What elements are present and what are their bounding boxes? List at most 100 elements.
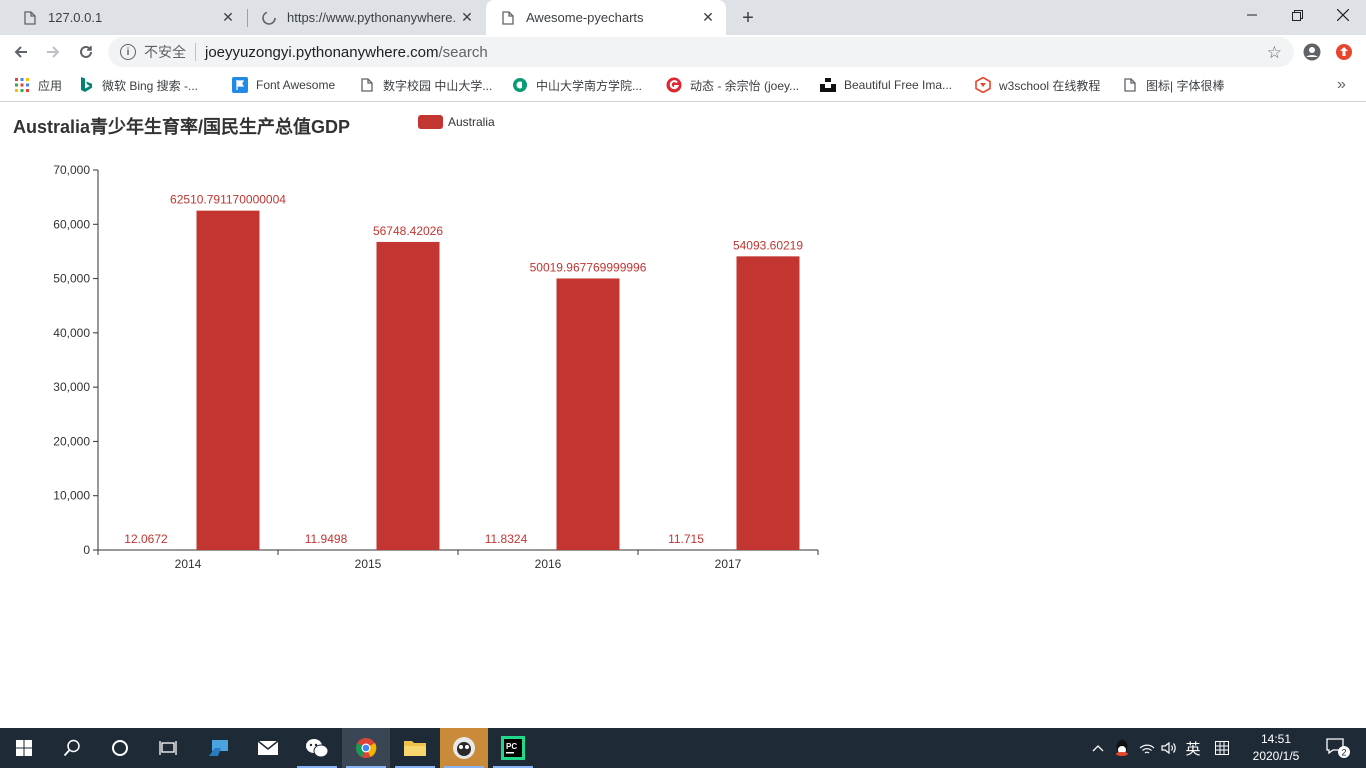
bar-value-label: 56748.42026 xyxy=(373,224,443,238)
chevron-right-icon[interactable]: » xyxy=(1337,76,1346,93)
bar-value-label: 11.8324 xyxy=(485,532,528,546)
reload-button[interactable] xyxy=(73,39,99,65)
address-bar[interactable]: i 不安全 joeyyuzongyi.pythonanywhere.com/se… xyxy=(108,37,1294,67)
bar-chart: 0 10,000 20,000 30,000 40,000 50,000 60,000 70,… xyxy=(53,163,819,571)
app-avatar-icon xyxy=(453,737,475,759)
tab-strip: 127.0.0.1 ✕ https://www.pythonanywhere. … xyxy=(0,0,1366,35)
chart-legend[interactable]: Australia xyxy=(418,115,495,129)
close-icon[interactable]: ✕ xyxy=(461,9,473,25)
chevron-up-icon[interactable] xyxy=(1088,728,1108,768)
taskbar-app-remote[interactable] xyxy=(195,728,243,768)
bar xyxy=(196,210,260,550)
start-button[interactable] xyxy=(0,728,48,768)
chart-title: Australia青少年生育率/国民生产总值GDP xyxy=(13,117,351,137)
system-clock[interactable]: 14:51 2020/1/5 xyxy=(1246,731,1306,765)
url-host: joeyyuzongyi.pythonanywhere.com xyxy=(205,43,439,61)
bookmark-label: w3school 在线教程 xyxy=(999,78,1101,93)
task-view-button[interactable] xyxy=(144,728,192,768)
taskbar-app-pycharm[interactable]: PC xyxy=(489,728,537,768)
page-icon xyxy=(359,77,375,93)
pycharm-icon: PC xyxy=(501,736,525,760)
bookmark-apps[interactable]: 应用 xyxy=(14,76,62,94)
mail-icon xyxy=(257,740,279,755)
unsplash-icon xyxy=(820,77,836,93)
browser-toolbar: i 不安全 joeyyuzongyi.pythonanywhere.com/se… xyxy=(0,35,1366,69)
cortana-button[interactable] xyxy=(96,728,144,768)
forward-button[interactable] xyxy=(40,39,66,65)
account-icon xyxy=(1303,43,1321,61)
taskbar-app-avatar[interactable] xyxy=(440,728,488,768)
taskbar-app-mail[interactable] xyxy=(244,728,292,768)
svg-text:PC: PC xyxy=(506,742,517,751)
notification-center-button[interactable]: 2 xyxy=(1318,728,1358,768)
back-button[interactable] xyxy=(8,39,34,65)
bookmark-label: Font Awesome xyxy=(256,78,336,92)
bookmark-bing[interactable]: 微软 Bing 搜索 -... xyxy=(78,76,198,94)
task-view-icon xyxy=(159,741,177,755)
windows-taskbar: PC 英 14:51 2020/1/5 2 xyxy=(0,728,1366,768)
bar-value-label: 12.0672 xyxy=(124,532,168,546)
qq-tray-icon[interactable] xyxy=(1111,728,1133,768)
bookmark-unsplash[interactable]: Beautiful Free Ima... xyxy=(820,76,952,94)
ime-indicator[interactable]: 英 xyxy=(1185,740,1201,758)
bookmark-dynamic[interactable]: 动态 - 余宗怡 (joey... xyxy=(666,76,799,94)
bookmark-label: 动态 - 余宗怡 (joey... xyxy=(690,78,800,93)
bookmark-sysu-campus[interactable]: 数字校园 中山大学... xyxy=(359,76,492,94)
page-icon xyxy=(22,10,38,26)
clock-date: 2020/1/5 xyxy=(1252,749,1300,763)
cortana-icon xyxy=(112,740,128,756)
url-path: /search xyxy=(438,43,488,61)
clock-time: 14:51 xyxy=(1260,732,1292,746)
legend-label: Australia xyxy=(448,115,495,129)
tab-title: 127.0.0.1 xyxy=(48,10,103,25)
bing-icon xyxy=(78,77,94,93)
tab-localhost[interactable]: 127.0.0.1 ✕ xyxy=(8,0,246,35)
tab-divider xyxy=(247,9,248,27)
close-icon[interactable]: ✕ xyxy=(222,9,234,25)
tab-pythonanywhere[interactable]: https://www.pythonanywhere. ✕ xyxy=(247,0,485,35)
bookmark-star-icon[interactable]: ☆ xyxy=(1266,43,1282,62)
tab-awesome-pyecharts[interactable]: Awesome-pyecharts ✕ xyxy=(486,0,726,35)
taskbar-app-wechat[interactable] xyxy=(293,728,341,768)
search-button[interactable] xyxy=(48,728,96,768)
search-icon xyxy=(63,739,80,757)
wifi-icon[interactable] xyxy=(1137,728,1157,768)
apps-grid-icon xyxy=(14,77,30,93)
x-tick-label: 2016 xyxy=(535,557,562,571)
restore-button[interactable] xyxy=(1274,0,1320,30)
minimize-button[interactable] xyxy=(1229,0,1275,30)
info-icon[interactable]: i xyxy=(120,44,136,60)
bookmark-icons[interactable]: 图标| 字体很棒 xyxy=(1122,76,1224,94)
security-label: 不安全 xyxy=(144,44,186,60)
profile-button[interactable] xyxy=(1299,39,1325,65)
bookmark-label: Beautiful Free Ima... xyxy=(844,78,953,92)
page-content: Australia青少年生育率/国民生产总值GDP Australia 0 10,… xyxy=(0,103,1366,728)
extension-button[interactable] xyxy=(1331,39,1357,65)
bar-value-label: 11.715 xyxy=(668,532,704,546)
arrow-left-icon xyxy=(14,46,27,58)
bookmark-font-awesome[interactable]: Font Awesome xyxy=(232,76,335,94)
notification-icon: 2 xyxy=(1326,738,1350,758)
y-tick-label: 20,000 xyxy=(53,434,90,448)
windows-logo-icon xyxy=(16,740,32,756)
volume-icon[interactable] xyxy=(1159,728,1179,768)
bar-value-label: 62510.791170000004 xyxy=(170,193,286,207)
new-tab-button[interactable]: + xyxy=(742,6,754,29)
page-icon xyxy=(500,10,516,26)
tab-title: Awesome-pyecharts xyxy=(526,10,644,25)
bookmark-w3school[interactable]: w3school 在线教程 xyxy=(975,76,1100,94)
taskbar-app-chrome[interactable] xyxy=(342,728,390,768)
bar-value-label: 50019.967769999996 xyxy=(530,260,647,274)
bar xyxy=(736,256,800,550)
x-tick-label: 2014 xyxy=(175,557,202,571)
keyboard-icon[interactable] xyxy=(1211,728,1233,768)
taskbar-app-explorer[interactable] xyxy=(391,728,439,768)
close-icon[interactable]: ✕ xyxy=(702,9,714,25)
bar xyxy=(556,278,620,550)
reload-icon xyxy=(80,45,92,58)
bookmark-label: 图标| 字体很棒 xyxy=(1146,78,1225,93)
bookmark-sysu-nanfang[interactable]: 中山大学南方学院... xyxy=(512,76,642,94)
close-window-button[interactable] xyxy=(1320,0,1366,30)
bookmarks-bar: 应用 微软 Bing 搜索 -... Font Awesome 数字校园 中山大… xyxy=(0,69,1366,102)
wechat-icon xyxy=(306,739,329,758)
